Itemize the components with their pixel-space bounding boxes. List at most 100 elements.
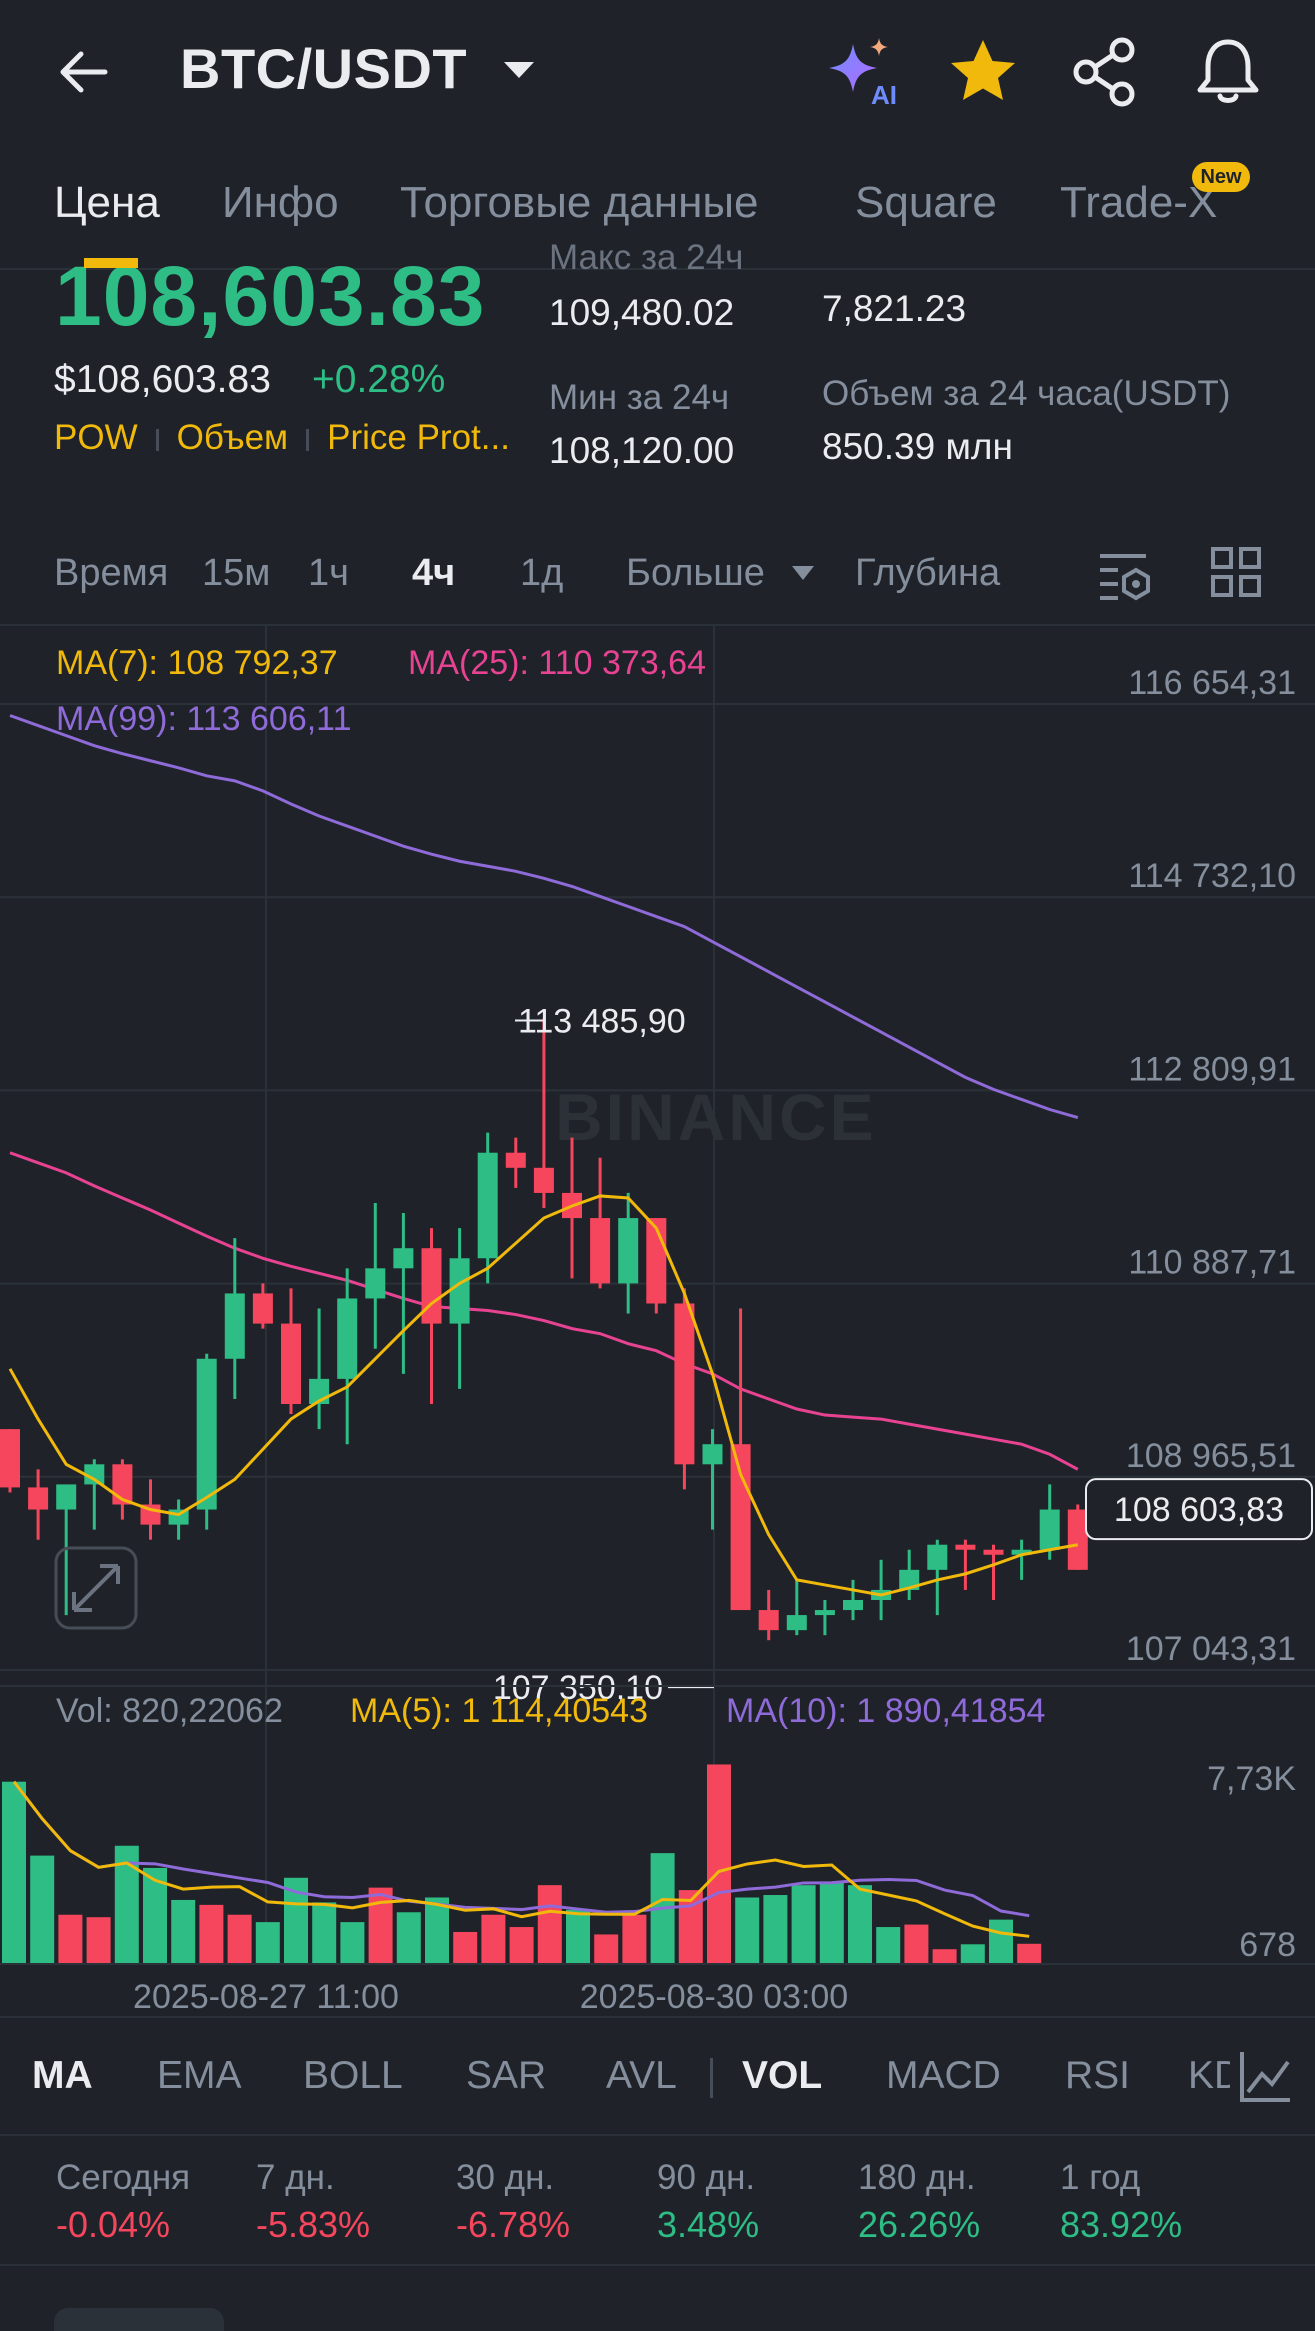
ma99-polyline	[9, 714, 1079, 1119]
indicator-settings-icon[interactable]	[1238, 2048, 1294, 2104]
tabs-divider	[0, 268, 1315, 270]
candle-up	[843, 1599, 863, 1611]
ma7-polyline	[8, 1194, 1079, 1597]
timeframe-1h[interactable]: 1ч	[308, 552, 349, 594]
candle-down	[1067, 1509, 1088, 1570]
price-tick-label: 110 887,71	[1128, 1244, 1296, 1282]
ai-label: AI	[871, 80, 897, 110]
candle-up	[1011, 1549, 1032, 1555]
star-icon[interactable]	[945, 34, 1021, 110]
volume-tick-label: 7,73K	[1207, 1760, 1296, 1798]
indicator-avl[interactable]: AVL	[606, 2054, 677, 2097]
depth-tab[interactable]: Глубина	[855, 552, 1001, 594]
timebar-divider	[0, 624, 1315, 626]
candle-up	[899, 1569, 920, 1590]
candle-up	[337, 1298, 358, 1379]
indicator-ema[interactable]: EMA	[157, 2054, 242, 2097]
price-tick-label: 108 965,51	[1126, 1437, 1296, 1475]
candle-down	[505, 1152, 526, 1168]
candle-down	[421, 1248, 442, 1324]
timeframe-1d[interactable]: 1д	[520, 552, 564, 594]
indicator-ma[interactable]: MA	[32, 2054, 93, 2097]
volume-legend: Vol: 820,22062	[56, 1692, 283, 1730]
indicator-tabs: MA EMA BOLL SAR AVL VOL MACD RSI KDJ	[0, 2016, 1315, 2136]
candle-up	[927, 1544, 948, 1570]
indicator-vol[interactable]: VOL	[742, 2054, 823, 2097]
tab-price[interactable]: Цена	[54, 178, 160, 227]
tab-info[interactable]: Инфо	[222, 178, 339, 227]
ai-sparkle-icon[interactable]: AI	[825, 34, 901, 110]
ma25-polyline	[9, 1151, 1079, 1471]
fullscreen-button[interactable]	[54, 1546, 138, 1630]
candle-up	[84, 1464, 105, 1485]
candle-up	[196, 1358, 217, 1510]
tab-trading-data[interactable]: Торговые данные	[400, 178, 759, 227]
candle-down	[758, 1610, 779, 1631]
pair-title[interactable]: BTC/USDT	[180, 37, 468, 100]
volume-bar	[735, 1897, 760, 1964]
candle-down	[0, 1429, 20, 1488]
volume-bar	[255, 1922, 280, 1964]
high-marker-label: 113 485,90	[518, 1002, 686, 1040]
candle-down	[533, 1167, 554, 1193]
volume-bar	[425, 1897, 449, 1964]
volume-bar	[368, 1887, 393, 1964]
low-24h-value: 108,120.00	[549, 430, 735, 471]
current-price-box	[1085, 1478, 1313, 1541]
tag-volume[interactable]: Объем	[176, 418, 289, 457]
candle-down	[955, 1544, 976, 1550]
perf-90d: 90 дн. 3.48%	[657, 2158, 760, 2245]
indicator-kdj[interactable]: KDJ	[1188, 2054, 1238, 2097]
volume-bar	[481, 1914, 506, 1964]
indicator-boll[interactable]: BOLL	[303, 2054, 403, 2097]
timeframe-more[interactable]: Больше	[626, 552, 765, 594]
volume-bar	[312, 1902, 337, 1964]
perf-30d: 30 дн. -6.78%	[456, 2158, 571, 2245]
indicator-macd[interactable]: MACD	[886, 2054, 1001, 2097]
perf-180d: 180 дн. 26.26%	[858, 2158, 981, 2245]
time-axis: 2025-08-27 11:00 2025-08-30 03:00	[133, 1978, 848, 2016]
tab-trade-x[interactable]: Trade-X	[1060, 178, 1218, 227]
tag-list: POW Объем Price Prot...	[54, 418, 510, 458]
new-badge: New	[1192, 162, 1250, 192]
back-arrow-icon[interactable]	[55, 40, 119, 104]
ma25-legend: MA(25): 110 373,64	[408, 644, 706, 682]
ma99-line	[9, 714, 1079, 1119]
more-caret-icon[interactable]	[790, 564, 816, 582]
candle-up	[56, 1484, 77, 1510]
timeframe-bar: Время 15м 1ч 4ч 1д Больше Глубина	[0, 530, 1315, 620]
ma99-legend: MA(99): 113 606,11	[56, 700, 351, 738]
tag-pow[interactable]: POW	[54, 418, 138, 457]
timeframe-15m[interactable]: 15м	[202, 552, 271, 594]
price-tick-label: 112 809,91	[1128, 1050, 1296, 1088]
top-bar: BTC/USDT AI	[0, 0, 1315, 140]
volume-bar	[340, 1922, 365, 1964]
candle-up	[449, 1258, 470, 1324]
timeframe-4h[interactable]: 4ч	[412, 552, 456, 594]
perf-7d: 7 дн. -5.83%	[256, 2158, 371, 2245]
chart-settings-icon[interactable]	[1096, 546, 1154, 604]
pair-dropdown-caret-icon[interactable]	[502, 58, 536, 82]
tab-square[interactable]: Square	[855, 178, 997, 227]
volume-ma5-legend: MA(5): 1 114,40543	[350, 1692, 648, 1730]
price-tick-label: 114 732,10	[1128, 857, 1296, 895]
price-tick-label: 107 043,31	[1126, 1630, 1296, 1668]
volume-bar	[594, 1934, 619, 1964]
ma7-legend: MA(7): 108 792,37	[56, 644, 338, 682]
volume-bar	[791, 1885, 816, 1964]
ma7-line	[8, 1194, 1079, 1597]
layout-grid-icon[interactable]	[1210, 546, 1262, 598]
high-24h-value: 109,480.02	[549, 292, 735, 333]
indicator-sar[interactable]: SAR	[466, 2054, 547, 2097]
tag-price-protection[interactable]: Price Prot...	[327, 418, 510, 457]
volume-bar	[509, 1927, 534, 1964]
share-icon[interactable]	[1068, 34, 1144, 110]
candle-up	[786, 1615, 807, 1631]
high-24h-label: Макс за 24ч	[549, 238, 744, 277]
volume-bar	[396, 1912, 421, 1964]
indicator-rsi[interactable]: RSI	[1065, 2054, 1131, 2097]
bell-icon[interactable]	[1190, 34, 1266, 110]
volume-bars	[2, 1764, 1042, 1964]
performance-summary: Сегодня -0.04% 7 дн. -5.83% 30 дн. -6.78…	[0, 2136, 1315, 2266]
